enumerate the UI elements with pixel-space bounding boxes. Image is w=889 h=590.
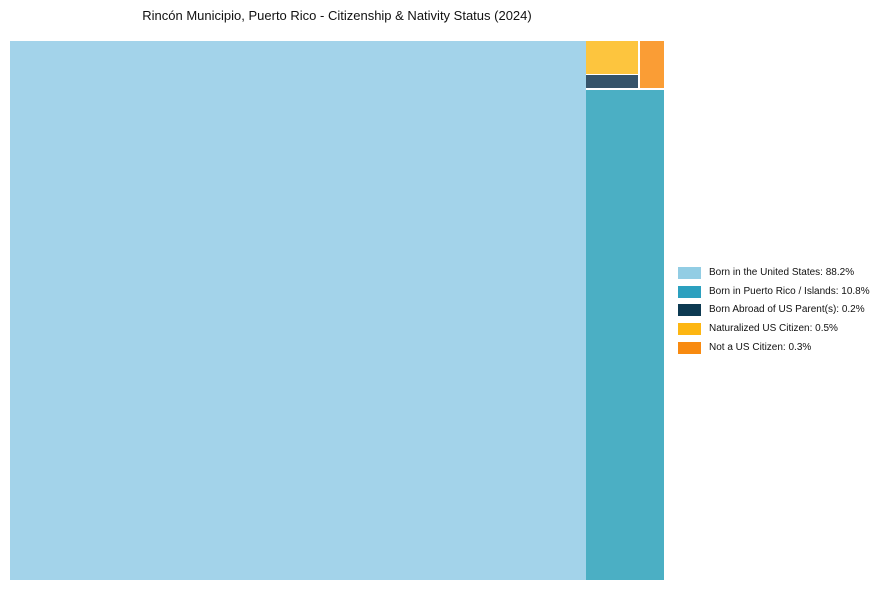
legend-item-born-in-us[interactable]: Born in the United States: 88.2% xyxy=(678,264,870,283)
legend-item-not-us-citizen[interactable]: Not a US Citizen: 0.3% xyxy=(678,338,870,357)
legend-item-born-in-puerto-rico[interactable]: Born in Puerto Rico / Islands: 10.8% xyxy=(678,283,870,302)
treemap-tile-not-us-citizen[interactable] xyxy=(640,41,664,88)
legend-swatch-icon xyxy=(678,285,701,298)
legend-item-label: Naturalized US Citizen: 0.5% xyxy=(709,323,838,335)
treemap-tile-born-abroad-us-parents[interactable] xyxy=(586,75,638,88)
legend-item-born-abroad-us-parents[interactable]: Born Abroad of US Parent(s): 0.2% xyxy=(678,301,870,320)
legend-item-label: Born in Puerto Rico / Islands: 10.8% xyxy=(709,285,870,297)
legend-item-label: Born in the United States: 88.2% xyxy=(709,267,855,279)
treemap-tile-naturalized-citizen[interactable] xyxy=(586,41,638,74)
legend-swatch-icon xyxy=(678,341,701,354)
legend-item-label: Born Abroad of US Parent(s): 0.2% xyxy=(709,304,865,316)
legend: Born in the United States: 88.2% Born in… xyxy=(678,264,870,357)
treemap-tile-born-in-puerto-rico[interactable] xyxy=(586,90,664,580)
chart-title: Rincón Municipio, Puerto Rico - Citizens… xyxy=(142,8,532,23)
legend-swatch-icon xyxy=(678,304,701,317)
legend-item-naturalized-citizen[interactable]: Naturalized US Citizen: 0.5% xyxy=(678,320,870,339)
legend-swatch-icon xyxy=(678,323,701,336)
treemap xyxy=(10,41,664,580)
legend-item-label: Not a US Citizen: 0.3% xyxy=(709,341,812,353)
legend-swatch-icon xyxy=(678,267,701,280)
treemap-tile-born-in-us[interactable] xyxy=(10,41,586,580)
